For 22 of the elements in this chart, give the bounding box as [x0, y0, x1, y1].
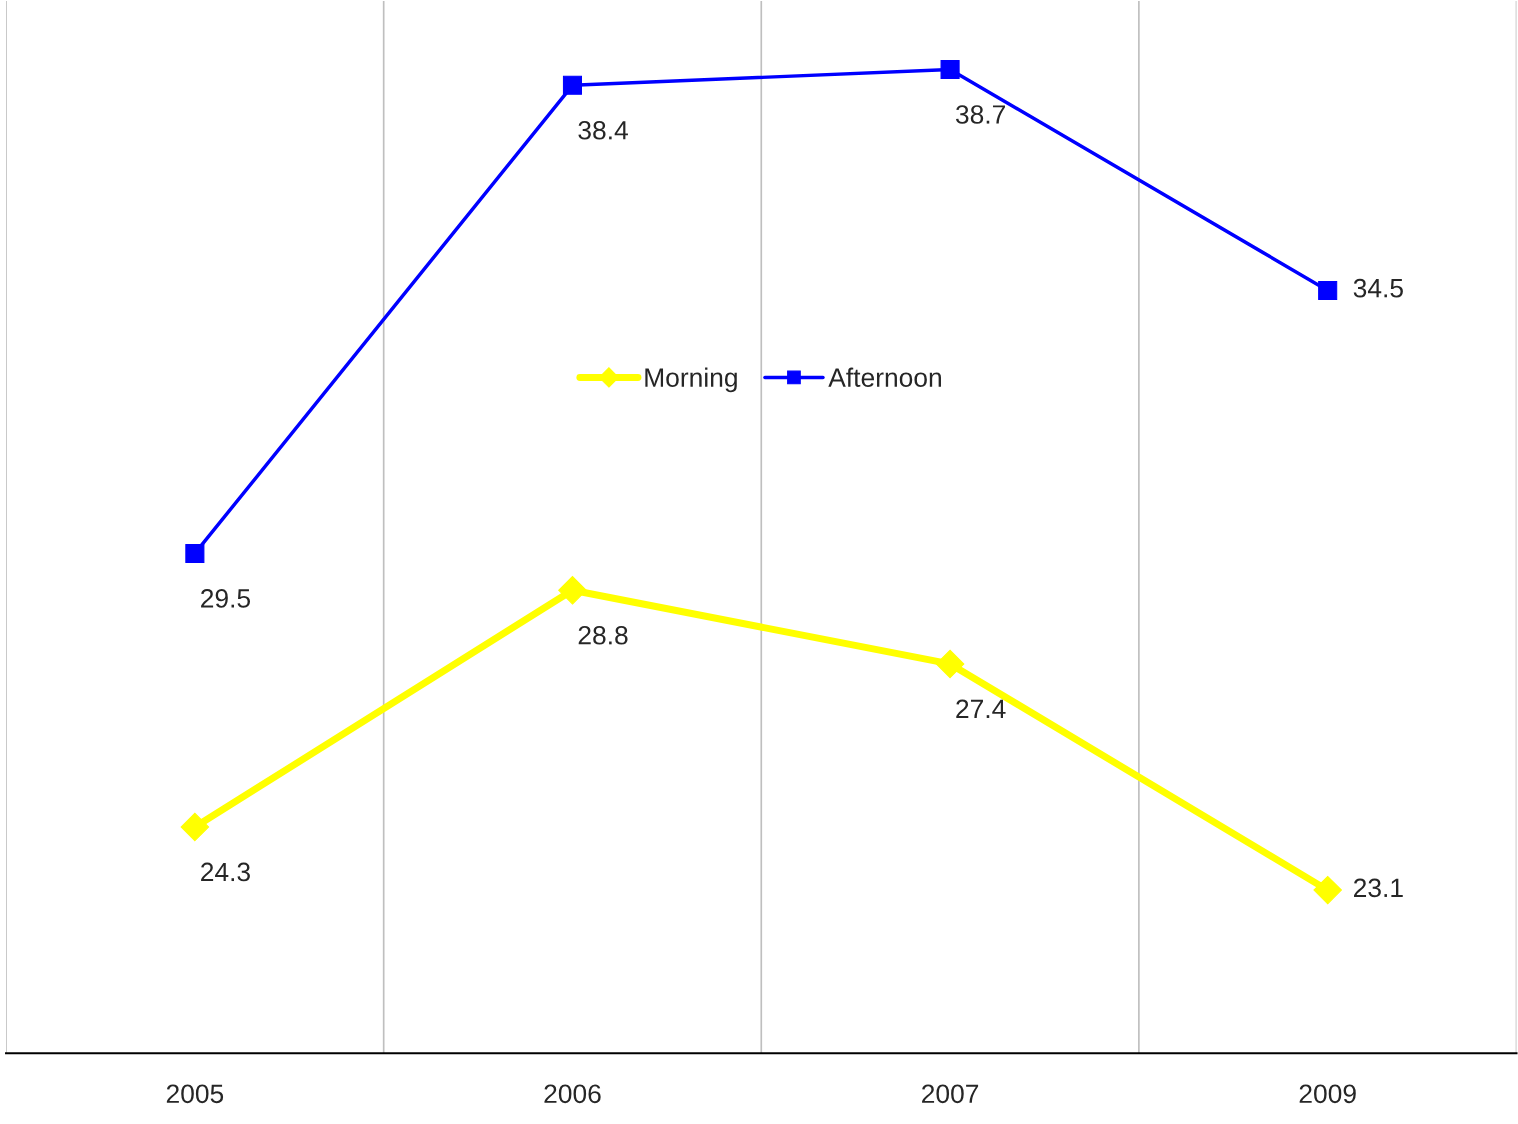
- data-label: 38.7: [955, 105, 1005, 124]
- x-tick-label: 2006: [544, 1084, 601, 1104]
- data-label: 27.4: [956, 699, 1006, 718]
- data-label: 24.3: [201, 862, 250, 882]
- x-tick-label: 2009: [1299, 1084, 1356, 1104]
- point: [185, 543, 205, 563]
- data-label: 34.5: [1353, 278, 1403, 298]
- point: [558, 576, 587, 605]
- x-tick-label: 2007: [922, 1084, 979, 1104]
- legend-label: Afternoon: [828, 367, 941, 387]
- point: [1313, 875, 1342, 905]
- data-label: 23.1: [1354, 878, 1403, 898]
- point: [1318, 280, 1338, 300]
- data-label: 38.4: [578, 120, 628, 140]
- point: [562, 75, 583, 95]
- point: [940, 59, 960, 80]
- point: [180, 812, 210, 842]
- data-label: 28.8: [578, 625, 628, 645]
- data-label: 29.5: [201, 589, 251, 608]
- x-tick-label: 2005: [166, 1084, 224, 1104]
- point: [935, 649, 965, 679]
- legend-label: Morning: [645, 367, 737, 393]
